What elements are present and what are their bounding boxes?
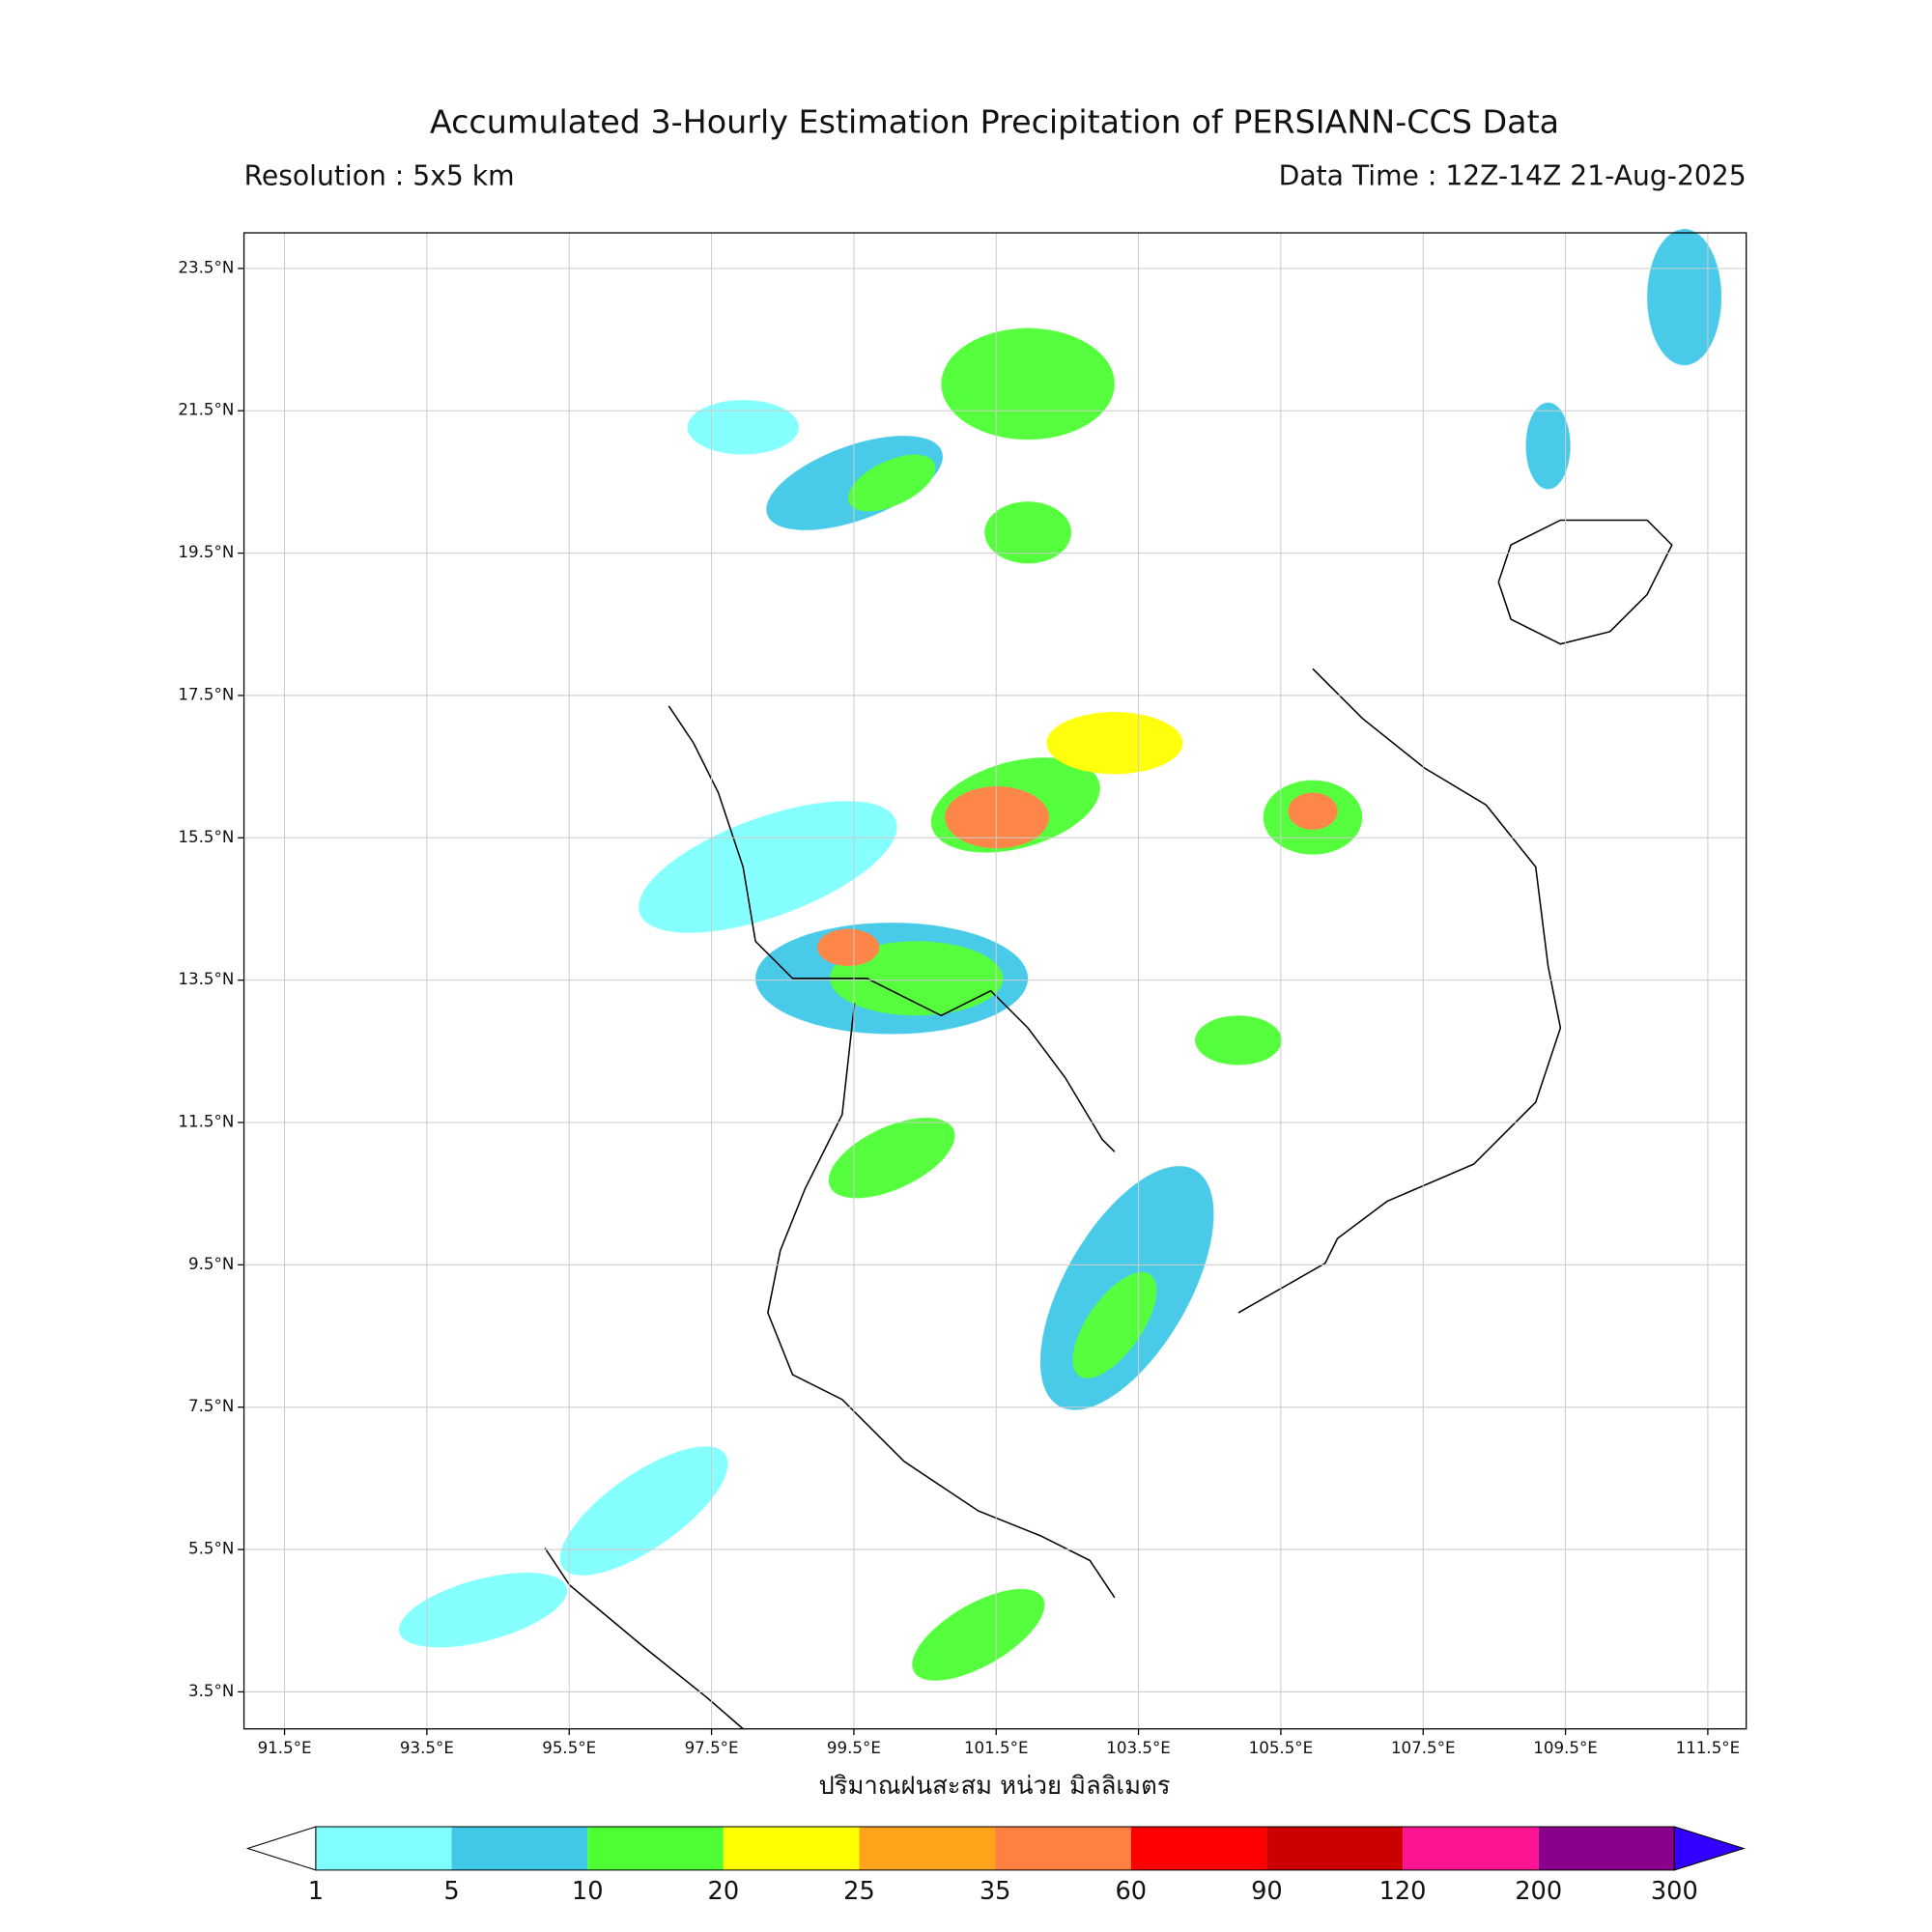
rain-area	[941, 327, 1115, 440]
x-tick-label: 103.5°E	[1106, 1739, 1171, 1757]
y-tick-label: 15.5°N	[178, 828, 234, 846]
colorbar-label: 10	[572, 1877, 604, 1906]
x-axis-label: ปริมาณฝนสะสม หน่วย มิลลิเมตร	[818, 1772, 1170, 1801]
title: Accumulated 3-Hourly Estimation Precipit…	[430, 103, 1559, 141]
data-time: Data Time : 12Z-14Z 21-Aug-2025	[1279, 159, 1747, 191]
colorbar-label: 120	[1379, 1877, 1427, 1906]
colorbar-box	[995, 1827, 1131, 1870]
coastline	[1497, 519, 1673, 645]
rain-area	[817, 928, 880, 966]
colorbar-box	[587, 1827, 724, 1870]
map-frame	[242, 232, 1747, 1730]
rain-area	[828, 1118, 955, 1199]
rain-area	[829, 941, 1004, 1016]
colorbar-box	[1130, 1827, 1267, 1870]
colorbar-label: 90	[1251, 1877, 1283, 1906]
x-tick-label: 97.5°E	[685, 1739, 739, 1757]
rain-area	[912, 1588, 1045, 1681]
colorbar-frame	[315, 1826, 1675, 1871]
colorbar-box	[1403, 1827, 1539, 1870]
x-tick-label: 101.5°E	[964, 1739, 1029, 1757]
resolution: Resolution : 5x5 km	[244, 159, 515, 191]
colorbar-label: 5	[443, 1877, 459, 1906]
coastlines	[544, 519, 1673, 1730]
rain-area	[398, 1572, 568, 1648]
colorbar-label: 300	[1651, 1877, 1698, 1906]
rain-area	[1647, 229, 1722, 366]
colorbar-box	[1266, 1827, 1404, 1870]
x-tick-label: 105.5°E	[1249, 1739, 1314, 1757]
x-tick-label: 107.5°E	[1391, 1739, 1456, 1757]
rain-area	[847, 454, 936, 512]
rain-area	[1288, 792, 1338, 830]
colorbar-box	[315, 1827, 452, 1870]
coastline	[668, 705, 1116, 1599]
colorbar-label: 60	[1115, 1877, 1147, 1906]
x-tick-label: 93.5°E	[400, 1739, 454, 1757]
rain-area	[984, 501, 1071, 564]
colorbar-label: 1	[308, 1877, 324, 1906]
rain-area	[559, 1446, 728, 1576]
rain-area	[639, 801, 897, 933]
rain-area	[945, 786, 1049, 849]
y-tick-label: 9.5°N	[188, 1255, 234, 1273]
y-tick-label: 11.5°N	[178, 1113, 234, 1131]
colorbar-box	[1538, 1827, 1675, 1870]
y-tick-label: 7.5°N	[188, 1397, 234, 1415]
y-tick-label: 23.5°N	[178, 258, 234, 276]
y-tick-label: 3.5°N	[188, 1682, 234, 1700]
x-tick-label: 109.5°E	[1533, 1739, 1598, 1757]
coastline	[544, 1548, 744, 1730]
x-tick-label: 99.5°E	[827, 1739, 881, 1757]
y-tick-label: 13.5°N	[178, 970, 234, 988]
x-tick-label: 111.5°E	[1676, 1739, 1741, 1757]
rain-area	[1195, 1015, 1282, 1065]
colorbar-box	[859, 1827, 996, 1870]
colorbar-label: 35	[980, 1877, 1011, 1906]
coastline	[1237, 668, 1562, 1314]
colorbar-label: 25	[843, 1877, 875, 1906]
y-tick-label: 5.5°N	[188, 1540, 234, 1558]
rain-area	[1046, 712, 1183, 775]
colorbar-label: 200	[1515, 1877, 1562, 1906]
colorbar-box	[451, 1827, 588, 1870]
rain-area	[1525, 402, 1571, 490]
x-tick-label: 91.5°E	[258, 1739, 312, 1757]
colorbar-label: 20	[708, 1877, 740, 1906]
y-tick-label: 21.5°N	[178, 401, 234, 419]
y-tick-label: 17.5°N	[178, 685, 234, 703]
y-tick-label: 19.5°N	[178, 543, 234, 561]
x-tick-label: 95.5°E	[542, 1739, 596, 1757]
rain-area	[687, 400, 799, 455]
colorbar-box	[723, 1827, 860, 1870]
rain-area	[1072, 1271, 1157, 1378]
